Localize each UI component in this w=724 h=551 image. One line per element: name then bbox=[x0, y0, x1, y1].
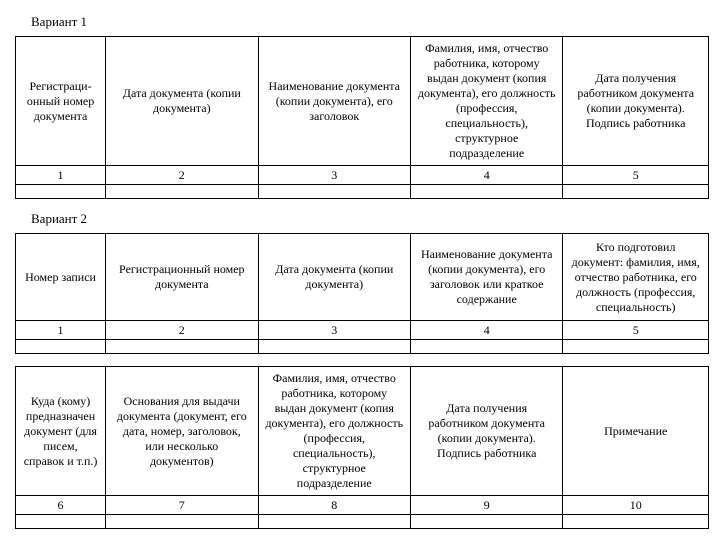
column-header: Дата получения работником документа (коп… bbox=[410, 367, 562, 496]
variant2-table2: Куда (кому) предназначен документ (для п… bbox=[15, 366, 709, 529]
empty-cell bbox=[258, 340, 410, 354]
empty-cell bbox=[16, 515, 106, 529]
table-number-row: 1 2 3 4 5 bbox=[16, 166, 709, 185]
column-header: Примечание bbox=[563, 367, 709, 496]
empty-cell bbox=[410, 515, 562, 529]
variant1-table: Регистраци-онный номер документа Дата до… bbox=[15, 36, 709, 199]
column-number: 7 bbox=[106, 496, 258, 515]
column-header: Дата документа (копии документа) bbox=[106, 37, 258, 166]
empty-cell bbox=[258, 515, 410, 529]
column-header: Фамилия, имя, отчество работника, которо… bbox=[258, 367, 410, 496]
column-header: Наименование документа (копии документа)… bbox=[258, 37, 410, 166]
column-number: 5 bbox=[563, 321, 709, 340]
empty-cell bbox=[106, 515, 258, 529]
empty-cell bbox=[563, 185, 709, 199]
column-number: 6 bbox=[16, 496, 106, 515]
table-empty-row bbox=[16, 340, 709, 354]
column-number: 4 bbox=[410, 166, 562, 185]
table-header-row: Номер записи Регистрационный номер докум… bbox=[16, 234, 709, 321]
column-header: Дата документа (копии документа) bbox=[258, 234, 410, 321]
column-number: 8 bbox=[258, 496, 410, 515]
empty-cell bbox=[258, 185, 410, 199]
column-number: 3 bbox=[258, 321, 410, 340]
table-empty-row bbox=[16, 515, 709, 529]
table-number-row: 6 7 8 9 10 bbox=[16, 496, 709, 515]
table-header-row: Регистраци-онный номер документа Дата до… bbox=[16, 37, 709, 166]
table-empty-row bbox=[16, 185, 709, 199]
column-number: 1 bbox=[16, 166, 106, 185]
empty-cell bbox=[410, 340, 562, 354]
table-number-row: 1 2 3 4 5 bbox=[16, 321, 709, 340]
column-number: 4 bbox=[410, 321, 562, 340]
empty-cell bbox=[16, 340, 106, 354]
column-number: 5 bbox=[563, 166, 709, 185]
column-header: Дата получения работником документа (коп… bbox=[563, 37, 709, 166]
column-header: Номер записи bbox=[16, 234, 106, 321]
column-header: Регистраци-онный номер документа bbox=[16, 37, 106, 166]
column-number: 2 bbox=[106, 166, 258, 185]
column-number: 2 bbox=[106, 321, 258, 340]
empty-cell bbox=[106, 340, 258, 354]
column-number: 9 bbox=[410, 496, 562, 515]
variant2-title: Вариант 2 bbox=[31, 211, 709, 227]
column-header: Кто подготовил документ: фамилия, имя, о… bbox=[563, 234, 709, 321]
column-header: Фамилия, имя, отчество работника, которо… bbox=[410, 37, 562, 166]
empty-cell bbox=[16, 185, 106, 199]
column-number: 10 bbox=[563, 496, 709, 515]
variant2-table1: Номер записи Регистрационный номер докум… bbox=[15, 233, 709, 354]
empty-cell bbox=[410, 185, 562, 199]
column-header: Основания для выдачи документа (документ… bbox=[106, 367, 258, 496]
column-number: 3 bbox=[258, 166, 410, 185]
empty-cell bbox=[563, 340, 709, 354]
column-header: Наименование документа (копии документа)… bbox=[410, 234, 562, 321]
column-header: Куда (кому) предназначен документ (для п… bbox=[16, 367, 106, 496]
column-number: 1 bbox=[16, 321, 106, 340]
column-header: Регистрационный номер документа bbox=[106, 234, 258, 321]
empty-cell bbox=[563, 515, 709, 529]
table-header-row: Куда (кому) предназначен документ (для п… bbox=[16, 367, 709, 496]
empty-cell bbox=[106, 185, 258, 199]
variant1-title: Вариант 1 bbox=[31, 14, 709, 30]
